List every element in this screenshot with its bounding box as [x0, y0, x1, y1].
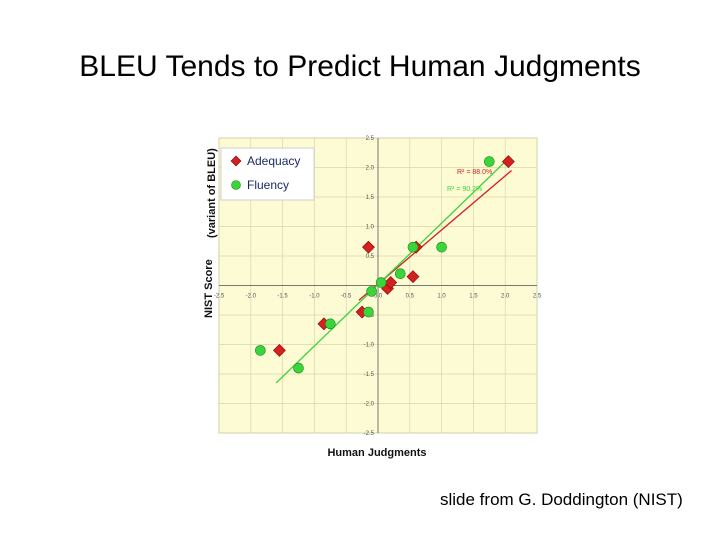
y-tick-label: 0.5 [366, 254, 375, 260]
x-tick-label: -0.5 [341, 294, 352, 300]
x-tick-label: 0.5 [406, 294, 415, 300]
slide-credit: slide from G. Doddington (NIST) [440, 490, 683, 509]
x-axis-title: Human Judgments [327, 447, 426, 459]
adequacy-point [406, 270, 420, 284]
y-axis-note: (variant of BLEU) [206, 148, 218, 238]
legend-label-adequacy: Adequacy [247, 154, 300, 168]
x-tick-label: 2.5 [533, 294, 542, 300]
x-tick-label: 2.0 [501, 294, 510, 300]
x-tick-label: -2.5 [214, 294, 225, 300]
fluency-point [375, 277, 387, 288]
x-tick-label: -1.5 [277, 294, 288, 300]
fluency-point [293, 362, 304, 374]
adequacy-point [272, 343, 286, 357]
fluency-point [436, 241, 447, 253]
legend-marker-adequacy [230, 155, 242, 167]
y-tick-label: 2.5 [366, 136, 375, 142]
r2-label-adequacy: R² = 88.0% [457, 169, 492, 176]
y-tick-label: 1.0 [366, 225, 375, 231]
fluency-point [483, 156, 495, 167]
x-tick-label: 0.0 [374, 294, 383, 300]
y-tick-label: -1.0 [364, 343, 375, 349]
y-tick-label: 2.0 [366, 166, 375, 172]
r2-label-fluency: R² = 90.2% [447, 186, 482, 193]
y-tick-label: -1.5 [364, 372, 375, 378]
legend-label-fluency: Fluency [247, 178, 289, 192]
x-tick-label: 1.5 [469, 294, 478, 300]
legend-marker-fluency [231, 180, 241, 190]
adequacy-point [384, 276, 398, 289]
fluency-point [255, 345, 266, 356]
x-tick-label: 1.0 [437, 294, 446, 300]
adequacy-point [501, 155, 515, 169]
fluency-point [324, 318, 336, 330]
y-axis-title: NIST Score [203, 259, 215, 318]
y-tick-label: 1.5 [366, 195, 375, 201]
fluency-point [366, 286, 377, 297]
x-tick-label: -1.0 [309, 294, 320, 300]
slide-title: BLEU Tends to Predict Human Judgments [79, 50, 641, 83]
y-tick-label: -2.0 [364, 402, 375, 408]
fluency-point [363, 306, 374, 318]
trend-line-fluency [275, 158, 509, 384]
fluency-point [407, 241, 419, 253]
fluency-point [394, 268, 406, 280]
y-tick-label: -2.5 [364, 431, 375, 437]
x-tick-label: -2.0 [246, 294, 257, 300]
adequacy-point [362, 240, 375, 254]
